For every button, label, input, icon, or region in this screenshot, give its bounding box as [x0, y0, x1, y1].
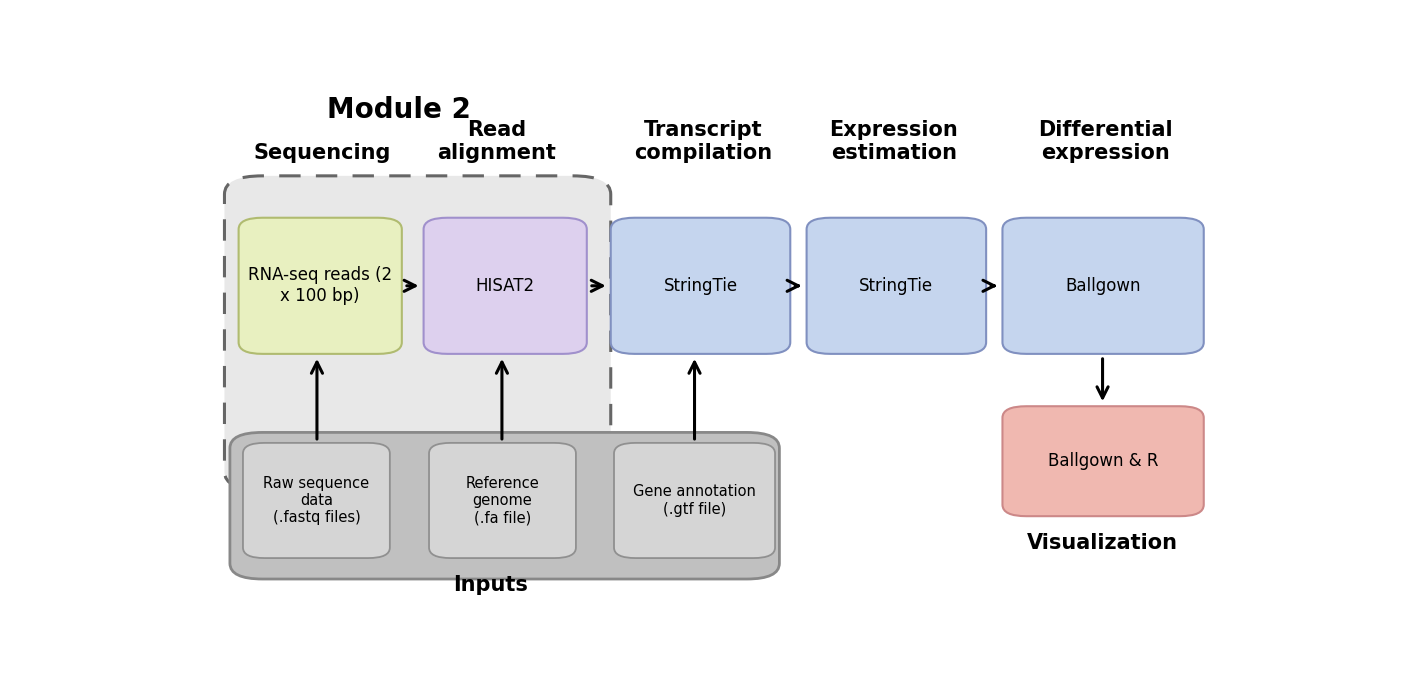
Text: Sequencing: Sequencing — [254, 143, 392, 163]
Text: HISAT2: HISAT2 — [476, 277, 535, 295]
Text: Ballgown: Ballgown — [1066, 277, 1141, 295]
FancyBboxPatch shape — [807, 218, 986, 354]
Text: Inputs: Inputs — [453, 575, 528, 595]
Text: Ballgown & R: Ballgown & R — [1047, 452, 1158, 470]
FancyBboxPatch shape — [430, 443, 576, 558]
Text: Gene annotation
(.gtf file): Gene annotation (.gtf file) — [633, 484, 755, 517]
FancyBboxPatch shape — [424, 218, 587, 354]
Text: RNA-seq reads (2
x 100 bp): RNA-seq reads (2 x 100 bp) — [249, 267, 392, 305]
Text: Visualization: Visualization — [1028, 533, 1178, 553]
Text: Module 2: Module 2 — [327, 97, 470, 124]
FancyBboxPatch shape — [611, 218, 790, 354]
Text: Raw sequence
data
(.fastq files): Raw sequence data (.fastq files) — [264, 475, 369, 526]
Text: Expression
estimation: Expression estimation — [830, 120, 958, 163]
FancyBboxPatch shape — [225, 176, 611, 490]
FancyBboxPatch shape — [1002, 406, 1203, 516]
Text: Read
alignment: Read alignment — [437, 120, 556, 163]
FancyBboxPatch shape — [1002, 218, 1203, 354]
FancyBboxPatch shape — [239, 218, 402, 354]
FancyBboxPatch shape — [614, 443, 775, 558]
Text: StringTie: StringTie — [859, 277, 934, 295]
Text: Differential
expression: Differential expression — [1039, 120, 1174, 163]
FancyBboxPatch shape — [230, 432, 779, 579]
Text: Transcript
compilation: Transcript compilation — [635, 120, 772, 163]
FancyBboxPatch shape — [243, 443, 390, 558]
Text: StringTie: StringTie — [664, 277, 737, 295]
Text: Reference
genome
(.fa file): Reference genome (.fa file) — [466, 475, 539, 526]
